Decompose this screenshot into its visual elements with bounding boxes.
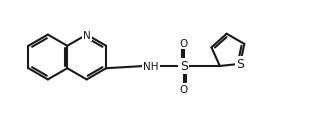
Text: N: N <box>83 30 90 40</box>
Text: S: S <box>236 58 244 71</box>
Text: O: O <box>180 84 188 94</box>
Text: O: O <box>180 39 188 49</box>
Text: S: S <box>180 60 188 73</box>
Text: NH: NH <box>143 61 159 71</box>
